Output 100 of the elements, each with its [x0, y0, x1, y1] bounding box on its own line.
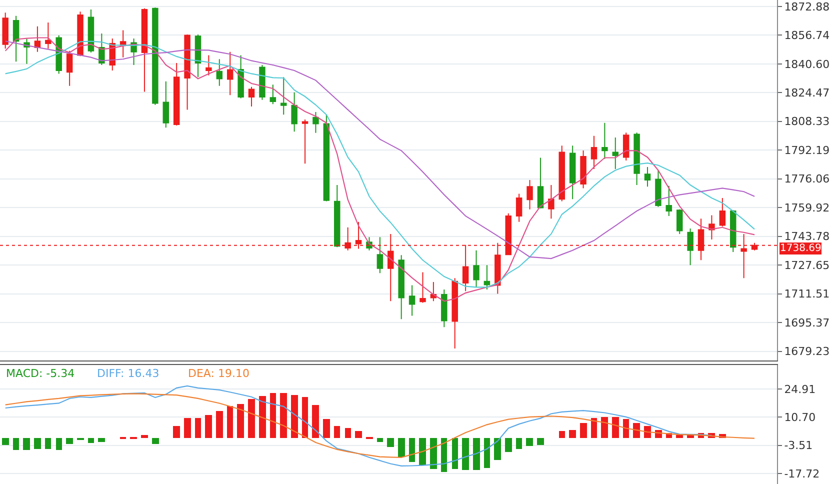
candlestick	[162, 80, 170, 128]
bar	[98, 438, 105, 442]
bar	[270, 392, 276, 438]
candlestick	[408, 284, 416, 316]
candlestick	[291, 92, 298, 132]
bar	[505, 438, 512, 452]
bar	[205, 414, 212, 438]
bar	[141, 434, 148, 438]
candlestick	[280, 76, 287, 116]
y-tick-label: 1743.78	[784, 230, 830, 244]
y-tick-label: 1872.88	[784, 0, 830, 14]
candlestick	[376, 236, 384, 274]
candlestick	[622, 132, 630, 161]
bar	[195, 418, 201, 438]
y-tick-label: 1792.19	[784, 144, 830, 157]
bar	[419, 438, 426, 465]
candlestick	[687, 228, 694, 266]
candlestick	[612, 136, 619, 170]
bar	[430, 438, 437, 469]
bar	[345, 428, 351, 438]
candlestick	[302, 118, 308, 164]
candlestick	[248, 86, 255, 107]
y-tick-label: 1776.06	[784, 172, 830, 186]
bar	[377, 438, 383, 442]
candlestick	[655, 170, 662, 208]
bar	[302, 396, 308, 438]
bar	[644, 426, 651, 438]
candlestick	[398, 254, 404, 320]
ref-line-label: 1738.69	[780, 243, 822, 254]
candlestick	[569, 145, 576, 200]
bar	[409, 438, 415, 462]
bar	[56, 438, 62, 450]
bar	[591, 418, 597, 438]
candlestick	[66, 50, 73, 86]
candlestick	[580, 150, 586, 189]
candlestick	[141, 8, 148, 92]
candlestick	[666, 185, 672, 216]
candlestick	[676, 208, 683, 234]
bar	[23, 438, 30, 450]
bar	[66, 438, 73, 444]
candlestick	[548, 184, 554, 220]
bar	[184, 418, 191, 438]
candlestick	[312, 112, 319, 134]
candlestick	[12, 15, 20, 62]
candlestick	[558, 145, 565, 202]
bar	[473, 438, 480, 470]
candlestick	[45, 22, 52, 50]
bar	[291, 394, 298, 438]
candlestick	[184, 34, 190, 110]
candlestick	[602, 122, 608, 160]
bar	[462, 438, 469, 470]
bar	[484, 438, 490, 468]
y-tick-label: 1824.47	[784, 86, 830, 100]
line-series	[4, 385, 712, 466]
candlestick	[173, 62, 180, 126]
bar	[494, 438, 501, 460]
candlestick	[537, 157, 544, 209]
candlestick	[152, 6, 158, 106]
bar	[248, 398, 255, 438]
y-tick-label: 1679.23	[784, 345, 830, 358]
candlestick	[216, 58, 223, 86]
bar	[88, 438, 94, 443]
bar	[398, 438, 405, 457]
candlestick	[430, 282, 437, 302]
y-tick-label: -3.51	[784, 439, 813, 452]
bar	[216, 410, 223, 438]
y-tick-label: 1727.65	[784, 258, 830, 272]
candlestick	[420, 272, 426, 304]
candlestick	[2, 12, 8, 50]
bar	[152, 438, 159, 444]
bar	[259, 396, 266, 438]
bar	[13, 438, 19, 450]
bar	[227, 406, 233, 438]
line-series	[4, 393, 756, 458]
y-tick-label: -17.72	[784, 467, 820, 480]
candlestick	[88, 8, 94, 54]
annotation: DIFF: 16.43	[97, 367, 160, 380]
bar	[559, 430, 565, 438]
candlestick	[334, 184, 340, 248]
candlestick	[484, 264, 490, 290]
bar	[237, 404, 244, 438]
candlestick	[238, 54, 244, 99]
y-tick-label: 1808.33	[784, 115, 830, 128]
y-tick-label: 1759.92	[784, 201, 830, 214]
candlestick	[194, 34, 202, 78]
candlestick	[590, 135, 598, 170]
candlestick	[441, 289, 448, 328]
bar	[516, 438, 522, 449]
candlestick	[526, 180, 533, 210]
bar	[441, 438, 447, 472]
bar	[612, 416, 619, 438]
candlestick	[323, 114, 330, 202]
bar	[601, 416, 608, 438]
candlestick	[730, 210, 736, 252]
bar	[387, 438, 394, 447]
annotation: MACD: -5.34	[6, 367, 75, 380]
annotation: DEA: 19.10	[188, 367, 250, 380]
candlestick	[452, 278, 458, 349]
bar	[526, 438, 533, 446]
candlestick	[259, 64, 266, 100]
